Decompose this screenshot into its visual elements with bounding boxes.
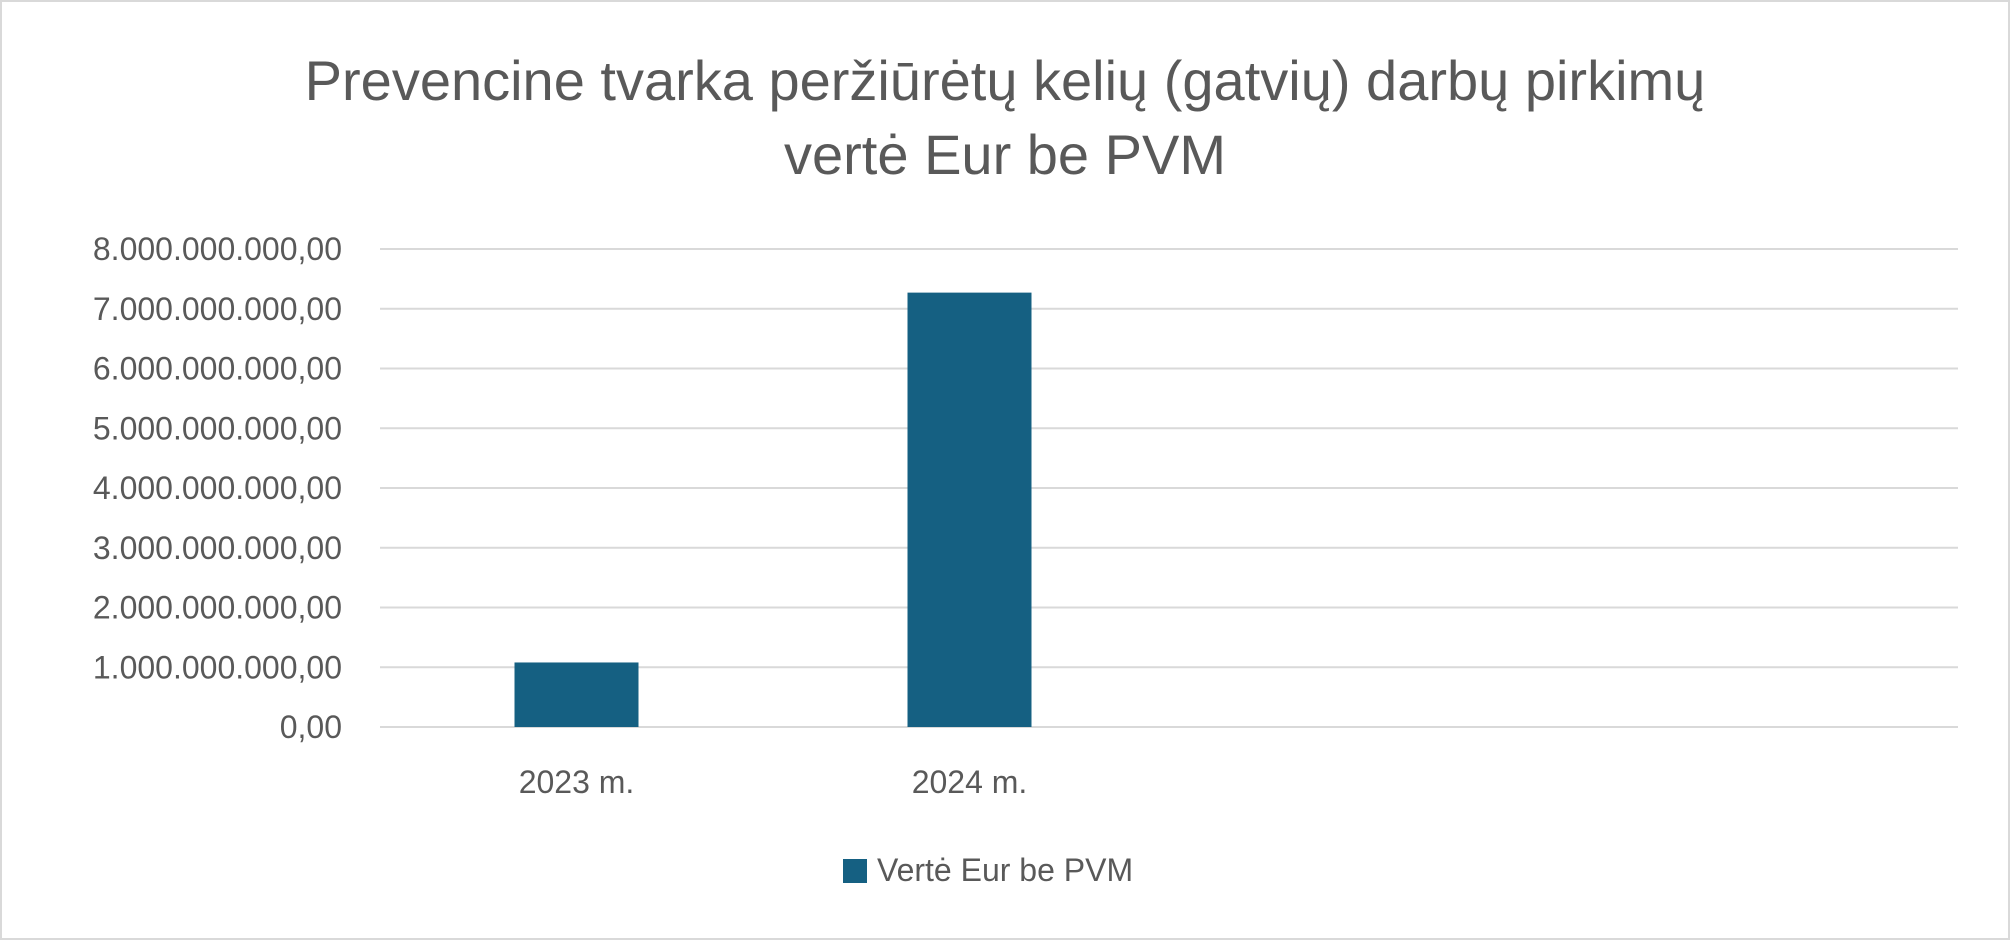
x-tick-label: 2024 m. [912,764,1028,800]
legend-label: Vertė Eur be PVM [877,852,1134,888]
chart-title-line-1: Prevencine tvarka peržiūrėtų kelių (gatv… [304,49,1706,112]
y-tick-label: 3.000.000.000,00 [93,530,342,566]
chart-title-line-2: vertė Eur be PVM [784,123,1226,186]
y-tick-label: 7.000.000.000,00 [93,291,342,327]
y-tick-label: 2.000.000.000,00 [93,590,342,626]
chart-title: Prevencine tvarka peržiūrėtų kelių (gatv… [0,44,2010,192]
y-tick-label: 0,00 [280,709,342,745]
y-tick-label: 4.000.000.000,00 [93,470,342,506]
bar [514,662,639,727]
y-tick-label: 1.000.000.000,00 [93,649,342,685]
y-tick-label: 5.000.000.000,00 [93,410,342,446]
y-tick-label: 8.000.000.000,00 [93,231,342,267]
y-tick-label: 6.000.000.000,00 [93,351,342,387]
legend-swatch [843,858,867,883]
legend: Vertė Eur be PVM [843,852,1133,889]
bar [907,292,1032,727]
x-tick-label: 2023 m. [519,764,635,800]
